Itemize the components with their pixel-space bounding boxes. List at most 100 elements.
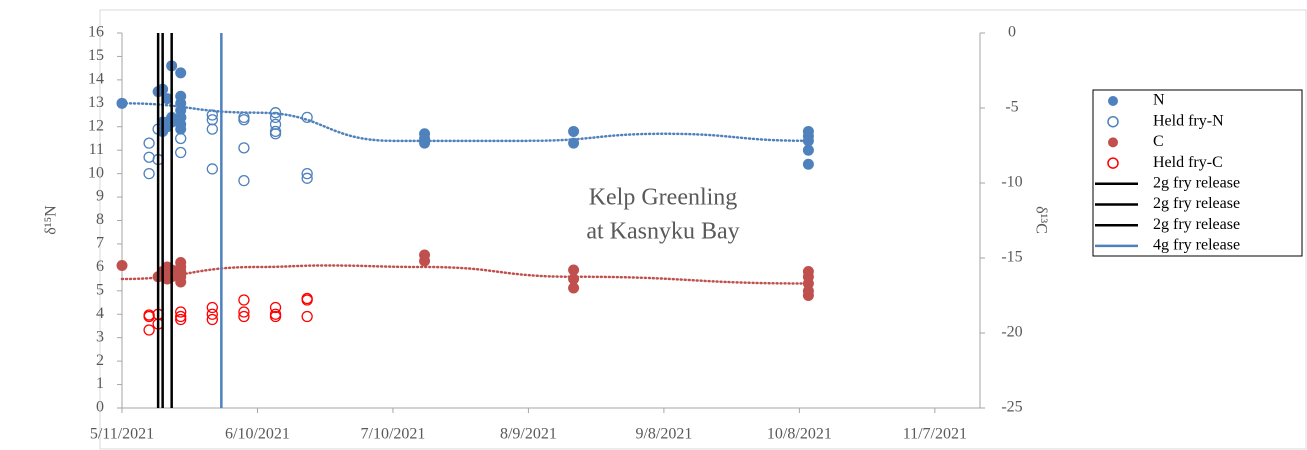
legend-label: Held fry-N xyxy=(1153,112,1224,129)
legend-label: 2g fry release xyxy=(1153,195,1240,212)
point xyxy=(206,163,218,175)
trendline xyxy=(120,102,810,143)
point xyxy=(568,264,580,276)
y2-axis-label: δ¹³C xyxy=(1032,206,1049,234)
trendline xyxy=(120,264,810,285)
point xyxy=(269,308,282,320)
point xyxy=(161,93,173,105)
point xyxy=(568,282,580,294)
point xyxy=(269,301,282,314)
point xyxy=(802,135,814,147)
point xyxy=(238,294,250,306)
point xyxy=(238,142,250,154)
x-tick-label: 6/10/2021 xyxy=(225,426,290,443)
point xyxy=(143,167,155,180)
point xyxy=(206,123,218,135)
point xyxy=(143,309,155,321)
point xyxy=(269,128,282,140)
point xyxy=(269,111,282,124)
point xyxy=(116,260,128,271)
point xyxy=(301,310,313,323)
legend-swatch xyxy=(1108,137,1118,148)
point xyxy=(301,111,313,124)
point xyxy=(116,97,128,109)
point xyxy=(143,324,155,336)
point xyxy=(269,107,282,119)
point xyxy=(206,301,218,314)
legend-label: N xyxy=(1153,92,1165,109)
legend-label: C xyxy=(1153,133,1164,150)
point xyxy=(175,111,187,124)
point xyxy=(802,144,814,156)
point xyxy=(238,111,250,124)
point xyxy=(175,306,187,318)
point xyxy=(175,146,187,159)
y-tick-label: 13 xyxy=(88,94,104,111)
point xyxy=(143,151,155,163)
point xyxy=(175,276,187,288)
annotation: at Kasnyku Bay xyxy=(586,219,739,245)
y-tick-label: 1 xyxy=(96,375,104,392)
legend-swatch xyxy=(1108,96,1118,106)
legend-label: 2g fry release xyxy=(1153,174,1240,191)
y-tick-label: 7 xyxy=(96,235,104,252)
y2-tick-label: -10 xyxy=(1001,174,1022,191)
y-tick-label: 9 xyxy=(96,188,104,205)
point xyxy=(238,306,250,318)
point xyxy=(175,310,187,323)
point xyxy=(301,172,313,184)
y-tick-label: 16 xyxy=(88,24,104,41)
x-tick-label: 9/8/2021 xyxy=(635,426,692,443)
y-axis-label: δ¹⁵N xyxy=(43,205,60,235)
x-tick-label: 8/9/2021 xyxy=(500,426,557,443)
y2-tick-label: -20 xyxy=(1001,324,1022,341)
y-tick-label: 4 xyxy=(96,305,104,322)
point xyxy=(802,158,814,170)
y-tick-label: 14 xyxy=(88,71,104,88)
x-tick-label: 10/8/2021 xyxy=(767,426,832,443)
point xyxy=(269,310,282,323)
point xyxy=(301,167,313,180)
point xyxy=(802,290,814,301)
legend-label: 2g fry release xyxy=(1153,216,1240,233)
y-tick-label: 11 xyxy=(89,141,104,158)
point xyxy=(301,294,313,306)
point xyxy=(143,137,155,149)
chart-border xyxy=(99,9,1307,450)
point xyxy=(206,308,218,320)
y-tick-label: 5 xyxy=(96,281,104,298)
legend-swatch xyxy=(1107,157,1119,169)
legend-label: Held fry-C xyxy=(1153,154,1223,171)
legend: N Held fry-N C Held fry-C 2g fry release 2g f… xyxy=(1095,92,1240,254)
point xyxy=(206,313,218,326)
y-tick-label: 3 xyxy=(96,328,104,345)
y-tick-label: 6 xyxy=(96,258,104,275)
legend-swatch xyxy=(1107,115,1119,128)
point xyxy=(175,123,187,135)
y2-tick-label: -25 xyxy=(1001,399,1022,416)
x-tick-label: 7/10/2021 xyxy=(361,426,426,443)
y2-tick-label: -5 xyxy=(1005,99,1018,116)
annotation: Kelp Greenling xyxy=(589,185,738,211)
point xyxy=(568,137,580,149)
point xyxy=(175,313,187,326)
y-tick-label: 8 xyxy=(96,211,104,228)
point xyxy=(419,137,431,149)
point xyxy=(568,125,580,137)
point xyxy=(238,175,250,187)
y-tick-label: 15 xyxy=(88,47,104,64)
point xyxy=(238,114,250,126)
point xyxy=(568,273,580,285)
point xyxy=(175,67,187,79)
point xyxy=(238,310,250,323)
x-tick-label: 11/7/2021 xyxy=(903,426,967,443)
y2-tick-label: -15 xyxy=(1001,249,1022,266)
point xyxy=(206,109,218,121)
point xyxy=(419,255,431,267)
y-tick-label: 12 xyxy=(88,117,104,134)
point xyxy=(269,125,282,138)
point xyxy=(175,132,187,145)
y-tick-label: 10 xyxy=(88,164,104,181)
